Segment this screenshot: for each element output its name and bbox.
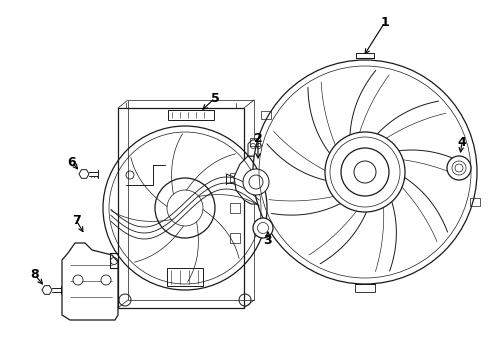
Circle shape	[101, 275, 111, 285]
Circle shape	[243, 169, 269, 195]
Text: 5: 5	[211, 91, 220, 104]
Text: 2: 2	[254, 131, 262, 144]
Polygon shape	[79, 170, 89, 178]
Text: 8: 8	[31, 269, 39, 282]
Bar	[167, 268, 203, 286]
Bar	[355, 284, 375, 292]
Circle shape	[253, 218, 273, 238]
Bar	[230, 233, 240, 243]
Text: 4: 4	[458, 135, 466, 149]
Polygon shape	[62, 243, 118, 320]
Circle shape	[73, 275, 83, 285]
Polygon shape	[234, 156, 278, 204]
Circle shape	[447, 156, 471, 180]
Text: 1: 1	[381, 15, 390, 28]
Text: 7: 7	[72, 213, 80, 226]
Bar	[261, 111, 271, 119]
Bar	[470, 198, 480, 206]
Bar	[230, 173, 240, 183]
Bar	[230, 203, 240, 213]
Bar	[168, 110, 214, 120]
Circle shape	[253, 60, 477, 284]
Bar	[250, 139, 260, 147]
Text: 3: 3	[264, 234, 272, 247]
Polygon shape	[42, 286, 52, 294]
Circle shape	[325, 132, 405, 212]
Polygon shape	[248, 140, 264, 156]
Text: 6: 6	[68, 156, 76, 168]
